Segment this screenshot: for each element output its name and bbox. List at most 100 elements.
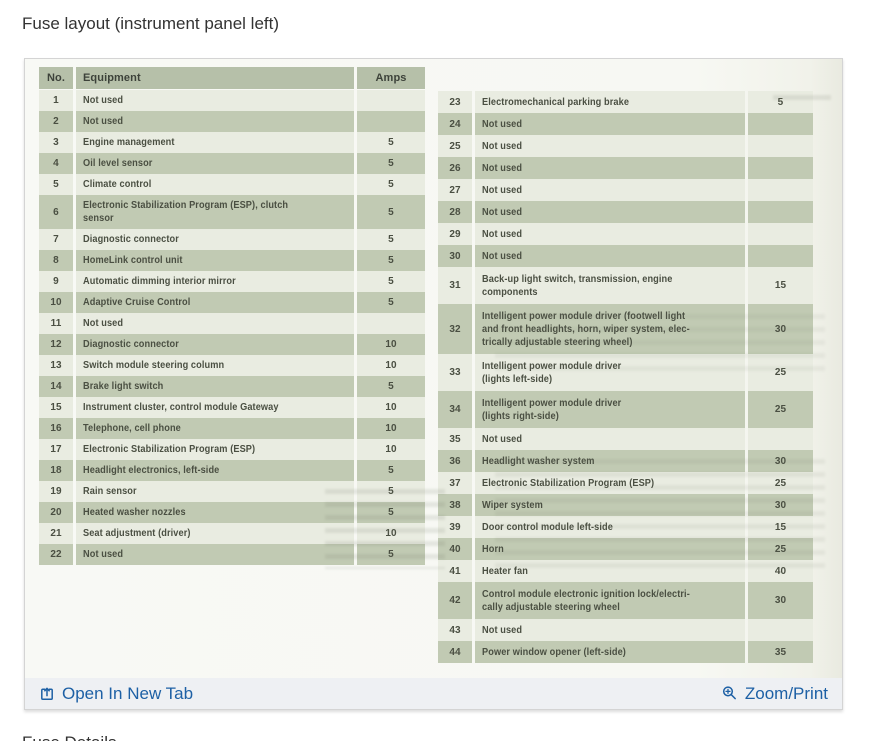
fuse-equipment: Climate control <box>76 174 354 195</box>
fuse-amps <box>357 111 425 132</box>
fuse-number: 8 <box>39 250 73 271</box>
fuse-amps: 10 <box>357 334 425 355</box>
fuse-amps: 5 <box>357 376 425 397</box>
zoom-print-label: Zoom/Print <box>744 683 828 703</box>
fuse-equipment: Telephone, cell phone <box>76 418 354 439</box>
fuse-equipment: Not used <box>475 201 745 223</box>
fuse-row-23: 23 Electromechanical parking brake 5 <box>438 91 813 113</box>
fuse-row-39: 39 Door control module left-side 15 <box>438 516 813 538</box>
fuse-row-13: 13 Switch module steering column 10 <box>39 355 425 376</box>
fuse-number: 38 <box>438 494 472 516</box>
zoom-print-link[interactable]: Zoom/Print <box>721 684 828 704</box>
fuse-row-43: 43 Not used <box>438 619 813 641</box>
fuse-number: 7 <box>39 229 73 250</box>
fuse-equipment: Door control module left-side <box>475 516 745 538</box>
fuse-equipment: Oil level sensor <box>76 153 354 174</box>
fuse-equipment: Seat adjustment (driver) <box>76 523 354 544</box>
fuse-amps: 5 <box>357 271 425 292</box>
fuse-equipment: Diagnostic connector <box>76 334 354 355</box>
fuse-amps <box>357 313 425 334</box>
fuse-amps: 5 <box>357 195 425 229</box>
fuse-amps: 5 <box>357 502 425 523</box>
fuse-number: 3 <box>39 132 73 153</box>
magnifier-plus-icon <box>721 685 738 702</box>
fuse-equipment: Automatic dimming interior mirror <box>76 271 354 292</box>
fuse-number: 44 <box>438 641 472 663</box>
column-header-amps: Amps <box>357 67 425 89</box>
fuse-row-6: 6 Electronic Stabilization Program (ESP),… <box>39 195 425 229</box>
fuse-number: 41 <box>438 560 472 582</box>
fuse-number: 15 <box>39 397 73 418</box>
column-header-no: No. <box>39 67 73 89</box>
fuse-number: 27 <box>438 179 472 201</box>
fuse-equipment: Heater fan <box>475 560 745 582</box>
open-in-new-tab-link[interactable]: Open In New Tab <box>39 684 193 704</box>
fuse-amps: 5 <box>357 544 425 565</box>
fuse-layout-scan: No. Equipment Amps 1 Not used 2 Not used 3 En… <box>25 59 842 678</box>
fuse-number: 28 <box>438 201 472 223</box>
open-in-new-tab-icon <box>39 686 55 702</box>
fuse-equipment: Back-up light switch, transmission, engi… <box>475 267 745 304</box>
fuse-row-36: 36 Headlight washer system 30 <box>438 450 813 472</box>
fuse-number: 6 <box>39 195 73 229</box>
fuse-equipment: Electronic Stabilization Program (ESP) <box>76 439 354 460</box>
fuse-number: 18 <box>39 460 73 481</box>
fuse-row-37: 37 Electronic Stabilization Program (ESP)… <box>438 472 813 494</box>
fuse-table-right: 23 Electromechanical parking brake 5 24 Not … <box>438 91 813 663</box>
fuse-amps <box>748 245 813 267</box>
fuse-number: 2 <box>39 111 73 132</box>
fuse-row-31: 31 Back-up light switch, transmission, en… <box>438 267 813 304</box>
fuse-row-42: 42 Control module electronic ignition loc… <box>438 582 813 619</box>
fuse-number: 35 <box>438 428 472 450</box>
fuse-equipment: Instrument cluster, control module Gatew… <box>76 397 354 418</box>
fuse-row-10: 10 Adaptive Cruise Control 5 <box>39 292 425 313</box>
fuse-equipment: Headlight electronics, left-side <box>76 460 354 481</box>
fuse-equipment: Not used <box>76 90 354 111</box>
page-title: Fuse layout (instrument panel left) <box>22 14 280 33</box>
fuse-row-1: 1 Not used <box>39 90 425 111</box>
fuse-number: 40 <box>438 538 472 560</box>
fuse-equipment: Adaptive Cruise Control <box>76 292 354 313</box>
fuse-equipment: Intelligent power module driver (footwel… <box>475 304 745 354</box>
fuse-row-35: 35 Not used <box>438 428 813 450</box>
fuse-number: 5 <box>39 174 73 195</box>
fuse-equipment: Diagnostic connector <box>76 229 354 250</box>
fuse-amps: 25 <box>748 354 813 391</box>
fuse-row-20: 20 Heated washer nozzles 5 <box>39 502 425 523</box>
fuse-row-18: 18 Headlight electronics, left-side 5 <box>39 460 425 481</box>
fuse-amps: 5 <box>357 174 425 195</box>
fuse-amps <box>748 113 813 135</box>
fuse-row-30: 30 Not used <box>438 245 813 267</box>
fuse-row-34: 34 Intelligent power module driver (light… <box>438 391 813 428</box>
fuse-number: 30 <box>438 245 472 267</box>
fuse-number: 20 <box>39 502 73 523</box>
fuse-row-17: 17 Electronic Stabilization Program (ESP)… <box>39 439 425 460</box>
fuse-number: 13 <box>39 355 73 376</box>
fuse-amps: 15 <box>748 267 813 304</box>
next-section-title: Fuse Details <box>22 733 116 741</box>
fuse-row-7: 7 Diagnostic connector 5 <box>39 229 425 250</box>
fuse-row-21: 21 Seat adjustment (driver) 10 <box>39 523 425 544</box>
fuse-equipment: Not used <box>475 245 745 267</box>
fuse-amps: 10 <box>357 523 425 544</box>
fuse-amps: 10 <box>357 355 425 376</box>
fuse-number: 39 <box>438 516 472 538</box>
fuse-number: 24 <box>438 113 472 135</box>
fuse-number: 17 <box>39 439 73 460</box>
fuse-row-32: 32 Intelligent power module driver (footw… <box>438 304 813 354</box>
table-body-right: 23 Electromechanical parking brake 5 24 Not … <box>438 91 813 663</box>
fuse-equipment: Electronic Stabilization Program (ESP) <box>475 472 745 494</box>
fuse-equipment: Wiper system <box>475 494 745 516</box>
fuse-row-16: 16 Telephone, cell phone 10 <box>39 418 425 439</box>
fuse-row-5: 5 Climate control 5 <box>39 174 425 195</box>
fuse-equipment: Engine management <box>76 132 354 153</box>
fuse-amps: 5 <box>357 153 425 174</box>
fuse-amps: 25 <box>748 391 813 428</box>
fuse-equipment: Not used <box>475 113 745 135</box>
fuse-equipment: Power window opener (left-side) <box>475 641 745 663</box>
fuse-equipment: Not used <box>475 619 745 641</box>
fuse-amps: 15 <box>748 516 813 538</box>
fuse-row-9: 9 Automatic dimming interior mirror 5 <box>39 271 425 292</box>
fuse-row-25: 25 Not used <box>438 135 813 157</box>
fuse-amps: 5 <box>357 292 425 313</box>
